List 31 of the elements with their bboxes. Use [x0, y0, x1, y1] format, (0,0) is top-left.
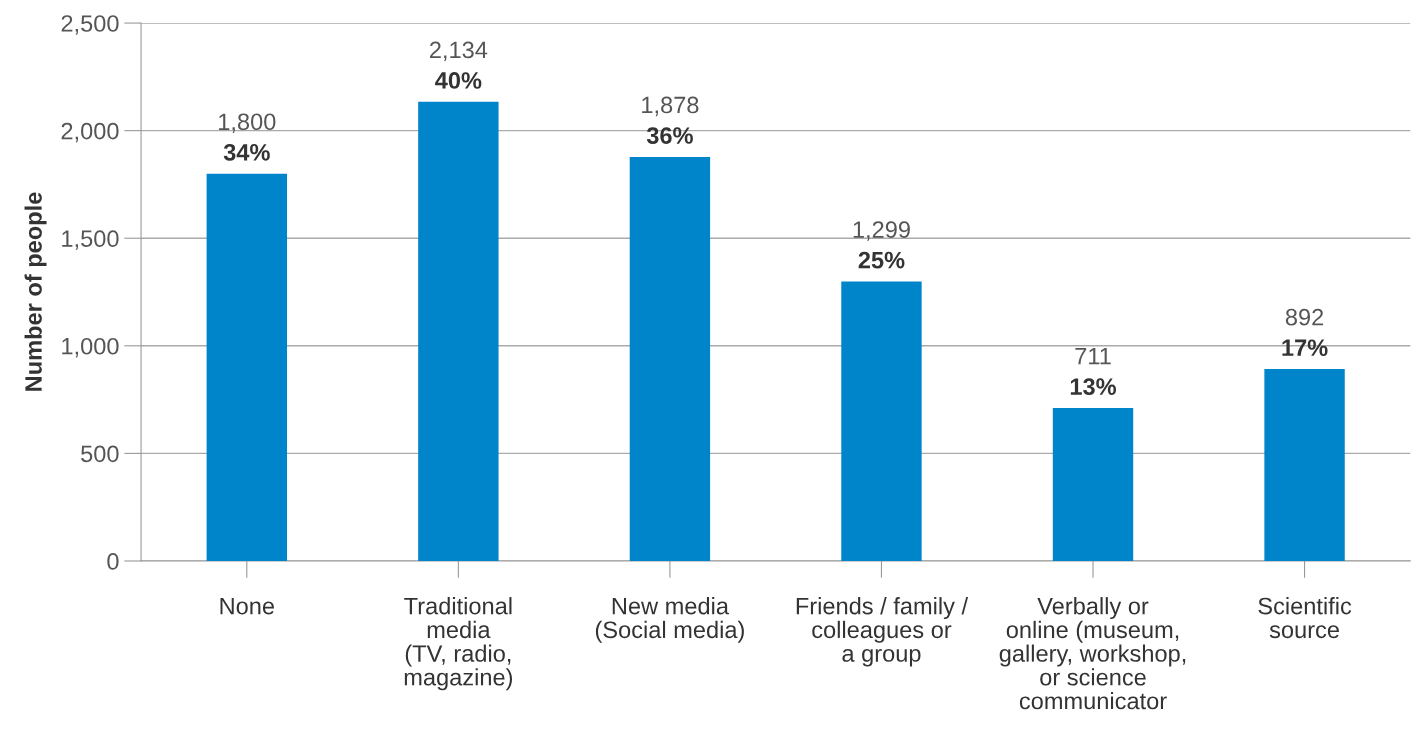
- data-label: 2,134: [430, 41, 488, 62]
- y-tick-label: 500: [81, 445, 119, 463]
- bar: [1052, 407, 1134, 561]
- x-tick-label: Scientific source: [1258, 597, 1352, 639]
- annotation: 25%: [858, 251, 905, 269]
- data-label: 711: [1075, 347, 1111, 365]
- annotation: 13%: [1070, 378, 1117, 396]
- annotation: 40%: [435, 72, 482, 89]
- data-label: 892: [1285, 308, 1324, 326]
- bar: [841, 281, 922, 561]
- annotation: 36%: [646, 127, 693, 144]
- bar: [418, 101, 499, 561]
- bar: [1264, 369, 1345, 561]
- data-label: 1,878: [642, 96, 699, 117]
- y-tick-label: 0: [107, 553, 119, 570]
- data-label: 1,800: [219, 113, 276, 133]
- bar: [206, 173, 287, 561]
- x-tick-label: Traditional media (TV, radio, magazine): [404, 597, 513, 691]
- y-tick-label: 1,000: [62, 337, 119, 358]
- y-axis-title: Number of people: [24, 192, 47, 391]
- annotation: 17%: [1282, 339, 1328, 356]
- annotation: 34%: [223, 143, 270, 161]
- x-tick-label: None: [220, 597, 274, 615]
- x-tick-label: New media (Social media): [595, 597, 744, 643]
- x-tick-label: Friends / family / colleagues or a group: [796, 597, 969, 667]
- y-tick-label: 2,500: [61, 15, 119, 35]
- y-tick-label: 2,000: [61, 122, 119, 143]
- y-tick-label: 1,500: [62, 230, 119, 250]
- x-tick-label: Verbally or online (museum, gallery, workshop, or science communicator: [999, 597, 1186, 710]
- data-label: 1,299: [853, 221, 910, 241]
- bar: [629, 156, 711, 561]
